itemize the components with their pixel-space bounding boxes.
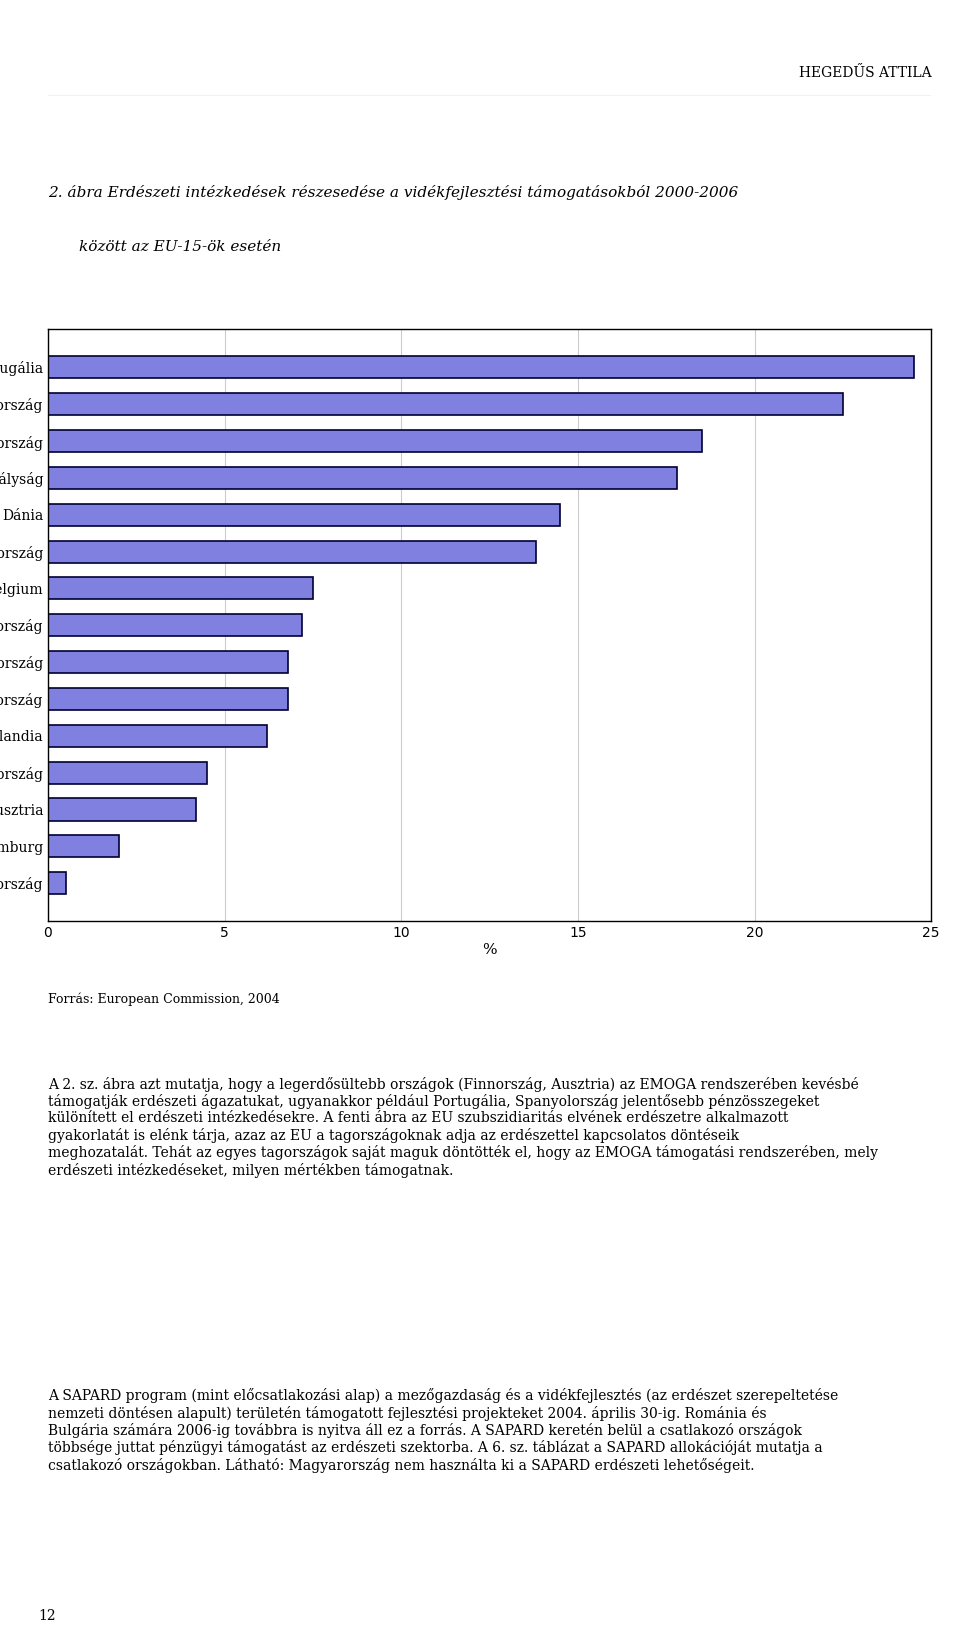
Bar [48, 429, 702, 452]
Bar [48, 356, 914, 379]
Bar [48, 577, 313, 600]
Bar [48, 688, 288, 710]
Text: 12: 12 [38, 1608, 56, 1623]
Bar [48, 836, 119, 857]
Text: Forrás: European Commission, 2004: Forrás: European Commission, 2004 [48, 992, 279, 1006]
Bar [48, 393, 843, 415]
Bar [48, 798, 197, 821]
Bar [48, 615, 302, 636]
Text: HEGEDŰS ATTILA: HEGEDŰS ATTILA [799, 66, 931, 80]
X-axis label: %: % [482, 942, 497, 957]
Bar [48, 651, 288, 674]
Bar [48, 872, 65, 895]
Bar [48, 724, 267, 747]
Text: 2. ábra Erdészeti intézkedések részesedése a vidékfejlesztési támogatásokból 200: 2. ábra Erdészeti intézkedések részesedé… [48, 185, 738, 200]
Text: között az EU-15-ök esetén: között az EU-15-ök esetén [79, 239, 281, 254]
Bar [48, 503, 561, 526]
Bar [48, 541, 536, 562]
Text: A SAPARD program (mint előcsatlakozási alap) a mezőgazdaság és a vidékfejlesztés: A SAPARD program (mint előcsatlakozási a… [48, 1388, 838, 1473]
Text: A 2. sz. ábra azt mutatja, hogy a legerdősültebb országok (Finnország, Ausztria): A 2. sz. ábra azt mutatja, hogy a legerd… [48, 1077, 878, 1178]
Bar [48, 467, 677, 488]
Bar [48, 762, 207, 783]
